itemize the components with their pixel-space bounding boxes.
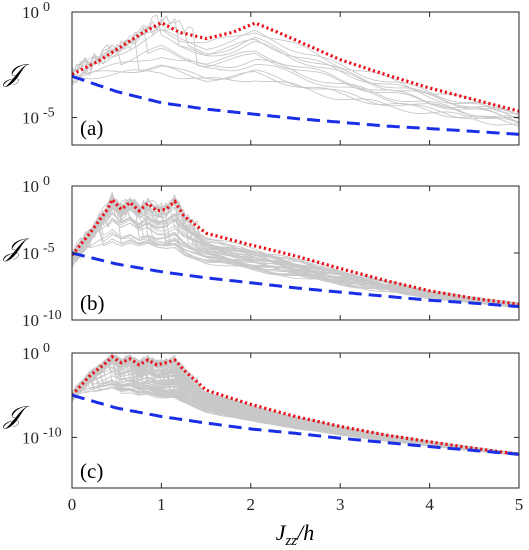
y-axis-label: 𝒥 [3, 401, 30, 430]
gray-curve [72, 69, 519, 126]
panel-1: 10 0 10 -5 𝒥 (a) [3, 0, 520, 146]
x-axis-label: Jzz/h [276, 520, 315, 549]
panel-label: (a) [80, 116, 103, 140]
gray-curve [72, 218, 519, 307]
x-tick-label: 1 [157, 495, 166, 514]
gray-curve [72, 28, 519, 116]
gray-curve [72, 198, 519, 307]
blue-dashed-line [72, 393, 519, 456]
x-tick-label: 4 [425, 495, 434, 514]
gray-curve [72, 34, 519, 127]
blue-dashed-line [72, 74, 519, 136]
gray-curve [72, 214, 519, 307]
panel-label: (b) [80, 291, 105, 315]
x-tick-label: 0 [68, 495, 77, 514]
gray-curve [72, 360, 519, 456]
gray-curve [72, 213, 519, 304]
axes-frame [71, 11, 520, 146]
gray-curve [72, 355, 519, 456]
gray-curve [72, 64, 519, 124]
x-tick-label: 2 [247, 495, 256, 514]
gray-curve [72, 206, 519, 307]
y-tick-label: 10 -5 [22, 106, 55, 128]
gray-curve [72, 14, 519, 120]
y-axis-label: 𝒥 [3, 59, 30, 88]
red-dotted-line [72, 354, 519, 456]
gray-curve [72, 57, 519, 118]
panel-label: (c) [80, 459, 103, 483]
gray-curve [72, 28, 519, 114]
panel-3: 10 0 10 -10𝒥 (c) [3, 341, 520, 489]
gray-curve [72, 44, 519, 123]
gray-curve [72, 26, 519, 123]
axes-frame [71, 352, 520, 489]
y-tick-label: 10 0 [22, 0, 50, 22]
x-tick-label: 5 [515, 495, 524, 514]
gray-curve [72, 355, 519, 455]
gray-curve [72, 194, 519, 308]
gray-curve [72, 224, 519, 308]
panel-2: 10 010 -510 -10𝒥(b) [3, 174, 520, 330]
gray-curve [72, 200, 519, 306]
x-tick-label: 3 [336, 495, 345, 514]
blue-dashed-line [72, 251, 519, 309]
gray-curve [72, 15, 519, 116]
y-tick-label: 10 0 [22, 174, 50, 196]
y-tick-label: 10 -10 [22, 308, 62, 330]
y-tick-label: 10 0 [22, 341, 50, 363]
y-tick-label: 10 -10 [22, 425, 62, 447]
y-tick-label: 10 -5 [22, 241, 55, 263]
red-dotted-line [72, 20, 519, 113]
gray-curve [72, 371, 519, 456]
red-dotted-line [72, 196, 519, 306]
